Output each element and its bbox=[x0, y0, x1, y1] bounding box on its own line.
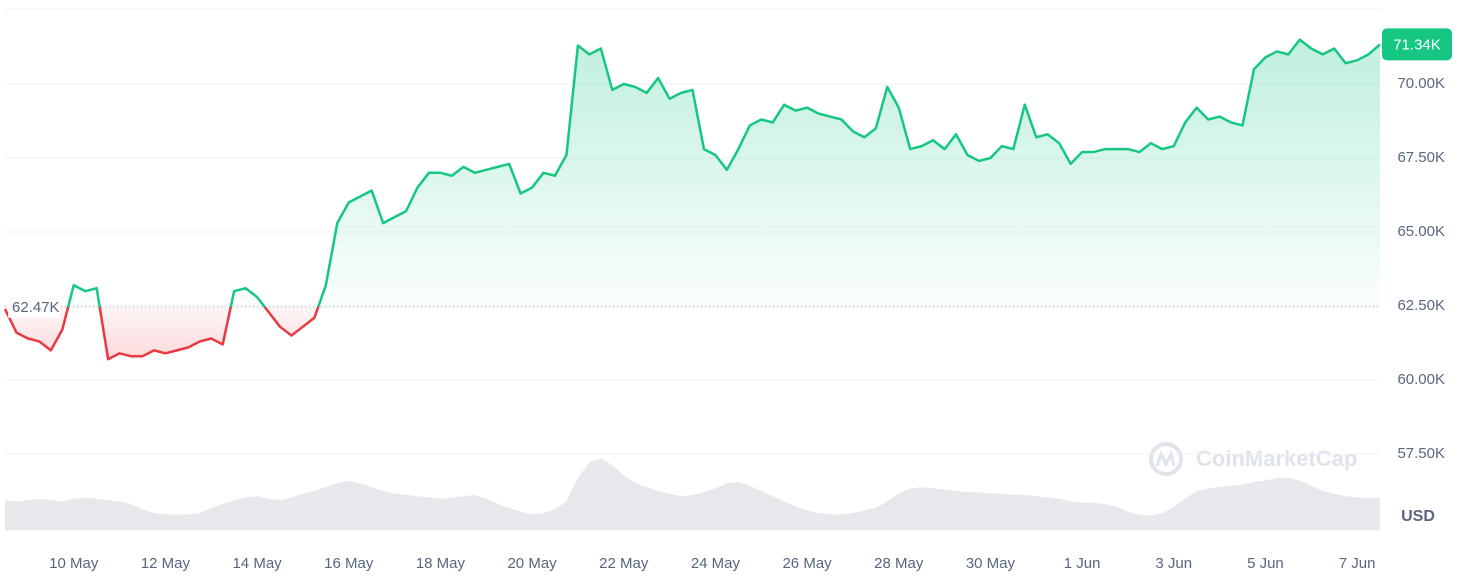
x-tick-label: 10 May bbox=[49, 555, 99, 572]
watermark-text: CoinMarketCap bbox=[1196, 446, 1357, 471]
price-line bbox=[3, 38, 1381, 361]
y-tick-label: 62.50K bbox=[1397, 297, 1445, 314]
x-tick-label: 26 May bbox=[782, 555, 832, 572]
watermark: CoinMarketCap bbox=[1149, 442, 1357, 476]
x-tick-label: 14 May bbox=[232, 555, 282, 572]
price-area bbox=[5, 39, 1380, 360]
x-tick-label: 22 May bbox=[599, 555, 649, 572]
x-tick-label: 3 Jun bbox=[1155, 555, 1192, 572]
y-tick-label: 57.50K bbox=[1397, 445, 1445, 462]
x-tick-label: 16 May bbox=[324, 555, 374, 572]
x-tick-label: 24 May bbox=[691, 555, 741, 572]
x-tick-label: 12 May bbox=[141, 555, 191, 572]
x-tick-label: 30 May bbox=[966, 555, 1016, 572]
x-tick-label: 28 May bbox=[874, 555, 924, 572]
x-tick-label: 20 May bbox=[507, 555, 557, 572]
baseline-label-bg bbox=[8, 295, 60, 318]
unit-label: USD bbox=[1401, 508, 1435, 525]
y-tick-label: 60.00K bbox=[1397, 371, 1445, 388]
last-price-label: 71.34K bbox=[1393, 36, 1441, 53]
y-tick-label: 65.00K bbox=[1397, 223, 1445, 240]
x-tick-label: 18 May bbox=[416, 555, 466, 572]
x-tick-label: 1 Jun bbox=[1064, 555, 1101, 572]
y-tick-label: 67.50K bbox=[1397, 149, 1445, 166]
baseline-label: 62.47K bbox=[12, 299, 60, 316]
last-price-badge bbox=[1382, 28, 1452, 61]
y-tick-label: 70.00K bbox=[1397, 75, 1445, 92]
x-tick-label: 7 Jun bbox=[1339, 555, 1376, 572]
volume-area bbox=[5, 458, 1380, 530]
x-tick-label: 5 Jun bbox=[1247, 555, 1284, 572]
